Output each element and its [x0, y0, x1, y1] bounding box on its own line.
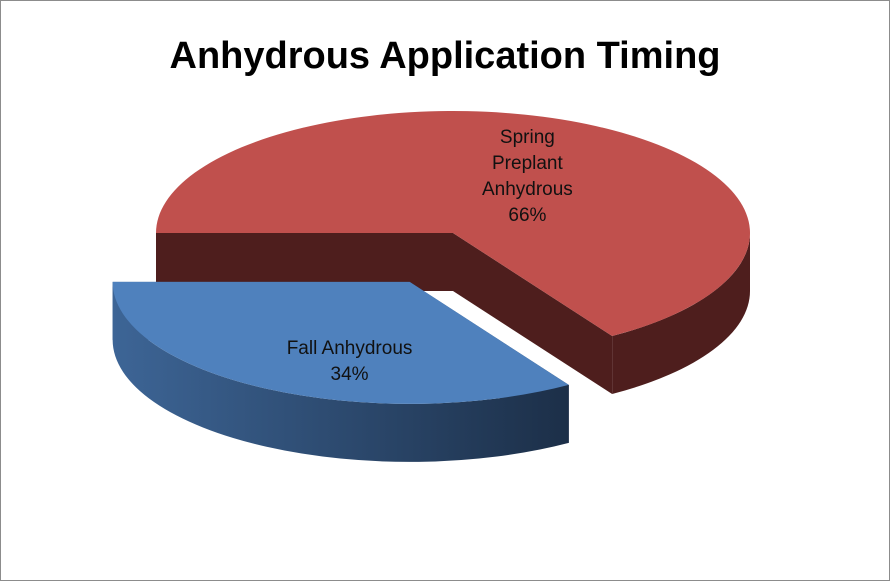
data-label: Fall Anhydrous 34% — [255, 336, 445, 388]
pie-slice — [112, 281, 569, 404]
pie-side — [612, 233, 750, 395]
value-label: 66% — [508, 205, 547, 227]
category-label: Fall Anhydrous — [286, 337, 413, 359]
chart-title: Anhydrous Application Timing — [170, 35, 721, 77]
category-label: Spring Preplant Anhydrous — [481, 127, 573, 201]
pie-wall — [453, 233, 613, 395]
pie-slice — [156, 110, 751, 337]
pie-side — [112, 281, 569, 462]
value-label: 34% — [330, 363, 369, 385]
pie-wall — [156, 233, 453, 291]
data-label: Spring Preplant Anhydrous 66% — [471, 125, 583, 229]
